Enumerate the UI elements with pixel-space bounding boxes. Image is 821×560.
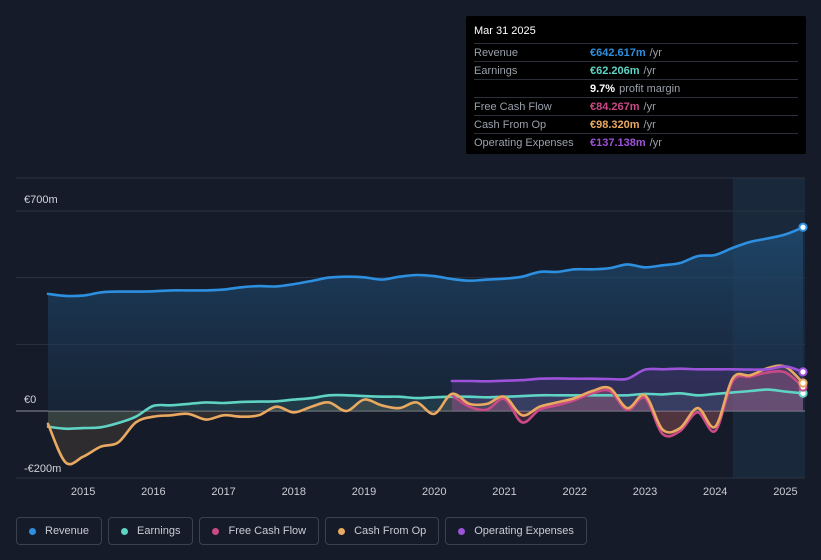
x-tick-label: 2018 <box>282 486 306 498</box>
y-tick-label: -€200m <box>24 463 61 475</box>
tooltip-date: Mar 31 2025 <box>474 25 536 37</box>
tooltip-row: Operating Expenses €137.138m/yr <box>474 133 798 151</box>
x-tick-label: 2019 <box>352 486 376 498</box>
cash-from-op-area <box>48 365 803 465</box>
legend-dot-icon <box>338 527 346 535</box>
x-tick-label: 2015 <box>71 486 95 498</box>
tooltip-row: Cash From Op €98.320m/yr <box>474 115 798 133</box>
tooltip-row-value: €642.617m <box>590 46 646 59</box>
y-tick-label: €700m <box>24 194 58 206</box>
legend-label: Earnings <box>137 525 181 537</box>
legend-item-revenue[interactable]: Revenue <box>16 517 103 545</box>
tooltip-row-label: Revenue <box>474 46 519 59</box>
tooltip-row-label: Earnings <box>474 64 518 77</box>
x-tick-label: 2025 <box>773 486 797 498</box>
operating-expenses-line <box>450 365 805 383</box>
tooltip-row-unit: /yr <box>643 118 656 131</box>
tooltip-row-label: Free Cash Flow <box>474 100 552 113</box>
legend-item-earnings[interactable]: Earnings <box>108 517 194 545</box>
legend: Revenue Earnings Free Cash Flow Cash From O… <box>16 517 587 545</box>
tooltip-row-value: €137.138m <box>590 136 646 149</box>
x-tick-label: 2024 <box>703 486 727 498</box>
tooltip-panel: Mar 31 2025 Revenue €642.617m/yr Earnings €… <box>466 16 806 154</box>
revenue-area <box>48 227 803 411</box>
tooltip-row-unit: /yr <box>643 64 656 77</box>
legend-item-operating-expenses[interactable]: Operating Expenses <box>445 517 587 545</box>
operating-expenses-endpoint <box>798 367 808 377</box>
operating-expenses-area <box>451 366 803 411</box>
x-tick-label: 2021 <box>492 486 516 498</box>
x-tick-label: 2016 <box>141 486 165 498</box>
revenue-line <box>46 226 805 298</box>
legend-dot-icon <box>212 527 220 535</box>
tooltip-row-label: Cash From Op <box>474 118 547 131</box>
tooltip-row-label: Operating Expenses <box>474 136 574 149</box>
legend-label: Cash From Op <box>354 525 427 537</box>
tooltip-row-value: €62.206m <box>590 64 640 77</box>
legend-item-free-cash-flow[interactable]: Free Cash Flow <box>199 517 320 545</box>
x-tick-label: 2022 <box>563 486 587 498</box>
tooltip-row-value: 9.7% <box>590 82 616 95</box>
cash-from-op-line <box>46 364 805 466</box>
x-tick-label: 2020 <box>422 486 446 498</box>
legend-label: Revenue <box>45 525 90 537</box>
cash-from-op-endpoint <box>798 378 808 388</box>
legend-item-cash-from-op[interactable]: Cash From Op <box>325 517 440 545</box>
free-cash-flow-line <box>450 369 805 438</box>
tooltip-row: Earnings €62.206m/yr <box>474 61 798 79</box>
tooltip-row-unit: /yr <box>649 46 662 59</box>
legend-label: Operating Expenses <box>474 525 574 537</box>
x-tick-label: 2017 <box>211 486 235 498</box>
tooltip-row-value: €84.267m <box>590 100 640 113</box>
tooltip-row: Free Cash Flow €84.267m/yr <box>474 97 798 115</box>
legend-label: Free Cash Flow <box>228 525 307 537</box>
legend-dot-icon <box>458 527 466 535</box>
y-tick-label: €0 <box>24 394 36 406</box>
tooltip-row-unit: profit margin <box>619 82 681 95</box>
tooltip-row: Revenue €642.617m/yr <box>474 43 798 61</box>
free-cash-flow-area <box>451 371 803 437</box>
tooltip-row-unit: /yr <box>643 100 656 113</box>
x-tick-label: 2023 <box>633 486 657 498</box>
tooltip-row-unit: /yr <box>649 136 662 149</box>
legend-dot-icon <box>29 527 36 535</box>
earnings-line <box>46 388 805 431</box>
tooltip-row-value: €98.320m <box>590 118 640 131</box>
tooltip-row: 9.7% profit margin <box>474 79 798 97</box>
revenue-endpoint <box>798 222 808 232</box>
legend-dot-icon <box>121 527 129 535</box>
